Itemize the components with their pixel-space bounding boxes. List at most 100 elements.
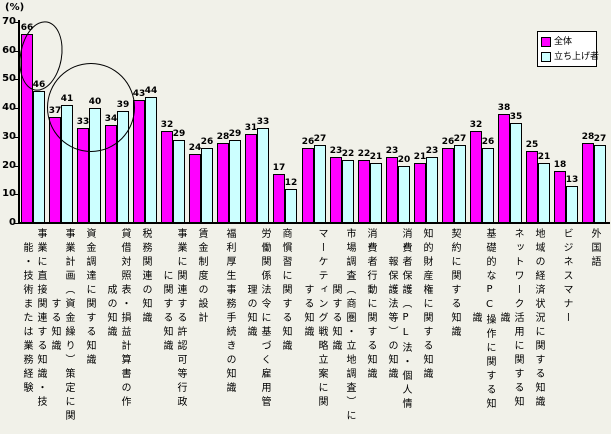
bar-全体-cat13 xyxy=(358,160,370,223)
category-label-9: 労働関係法令に基づく雇用管 理の知識 xyxy=(245,228,270,410)
bar-全体-cat17 xyxy=(470,131,482,223)
category-label-2: 事業計画（資金繰り）策定に関 する知識 xyxy=(49,228,74,424)
y-tick-label-40: 40 xyxy=(2,102,16,114)
bar-全体-cat14 xyxy=(386,157,398,223)
bar-value-label: 21 xyxy=(537,152,551,162)
bar-全体-cat11 xyxy=(302,148,314,223)
bar-value-label: 28 xyxy=(216,132,230,142)
bar-全体-cat1 xyxy=(21,34,33,223)
bar-value-label: 33 xyxy=(76,117,90,127)
bar-value-label: 23 xyxy=(425,146,439,156)
bar-立ち上げ者-cat5 xyxy=(145,97,157,223)
bar-value-label: 37 xyxy=(48,106,62,116)
y-tick-mark xyxy=(14,194,18,196)
bar-立ち上げ者-cat12 xyxy=(342,160,354,223)
bar-全体-cat5 xyxy=(133,100,145,223)
bar-value-label: 40 xyxy=(88,97,102,107)
bar-全体-cat15 xyxy=(414,163,426,223)
bar-立ち上げ者-cat13 xyxy=(370,163,382,223)
bar-立ち上げ者-cat14 xyxy=(398,166,410,223)
bar-value-label: 22 xyxy=(357,149,371,159)
category-label-15: 知的財産権に関する知識 xyxy=(421,228,432,382)
bar-value-label: 39 xyxy=(116,100,130,110)
category-label-18: ネットワーク活用に関する知 識 xyxy=(498,228,523,410)
y-tick-mark xyxy=(14,22,18,24)
category-label-3: 資金調達に関する知識 xyxy=(84,228,95,368)
bar-value-label: 32 xyxy=(160,120,174,130)
bar-全体-cat2 xyxy=(49,117,61,223)
bar-value-label: 20 xyxy=(397,155,411,165)
legend-swatch-zentai xyxy=(541,37,551,48)
y-tick-mark xyxy=(14,136,18,138)
bar-value-label: 21 xyxy=(413,152,427,162)
bar-全体-cat19 xyxy=(526,151,538,223)
bar-立ち上げ者-cat6 xyxy=(173,140,185,223)
bar-立ち上げ者-cat7 xyxy=(201,148,213,223)
bar-value-label: 27 xyxy=(313,134,327,144)
bar-value-label: 46 xyxy=(32,80,46,90)
category-label-6: 事業に関連する許認可等行政 に関する知識 xyxy=(161,228,186,410)
bar-立ち上げ者-cat20 xyxy=(566,186,578,223)
bar-value-label: 35 xyxy=(509,112,523,122)
y-tick-label-30: 30 xyxy=(2,130,16,142)
bar-全体-cat20 xyxy=(554,171,566,223)
bar-全体-cat4 xyxy=(105,125,117,223)
y-tick-mark xyxy=(14,165,18,167)
y-tick-label-50: 50 xyxy=(2,73,16,85)
bar-全体-cat21 xyxy=(582,143,594,223)
bar-全体-cat8 xyxy=(217,143,229,223)
bar-立ち上げ者-cat11 xyxy=(314,145,326,223)
bar-全体-cat18 xyxy=(498,114,510,223)
bar-value-label: 23 xyxy=(385,146,399,156)
bar-立ち上げ者-cat8 xyxy=(229,140,241,223)
y-tick-mark xyxy=(14,79,18,81)
bar-立ち上げ者-cat15 xyxy=(426,157,438,223)
bar-立ち上げ者-cat19 xyxy=(538,163,550,223)
bar-value-label: 34 xyxy=(104,114,118,124)
bar-value-label: 13 xyxy=(565,175,579,185)
bar-立ち上げ者-cat10 xyxy=(285,189,297,223)
bar-全体-cat16 xyxy=(442,148,454,223)
category-label-11: マーケティング戦略立案に関 する知識 xyxy=(302,228,327,410)
bar-value-label: 28 xyxy=(581,132,595,142)
category-label-14: 消費者保護（PL法・個人情 報保護法等）の知識 xyxy=(386,228,411,412)
category-label-19: 地域の経済状況に関する知識 xyxy=(533,228,544,410)
y-tick-label-10: 10 xyxy=(2,188,16,200)
category-label-7: 賃金制度の設計 xyxy=(196,228,207,326)
bar-value-label: 38 xyxy=(497,103,511,113)
category-label-17: 基礎的なPC操作に関する知 識 xyxy=(470,228,495,412)
bar-value-label: 18 xyxy=(553,160,567,170)
bar-立ち上げ者-cat1 xyxy=(33,91,45,223)
bar-value-label: 33 xyxy=(256,117,270,127)
bar-value-label: 41 xyxy=(60,94,74,104)
bar-value-label: 25 xyxy=(525,140,539,150)
bar-立ち上げ者-cat3 xyxy=(89,108,101,223)
bar-value-label: 26 xyxy=(200,137,214,147)
legend-swatch-tachiagesha xyxy=(541,51,551,62)
bar-value-label: 31 xyxy=(244,123,258,133)
category-label-20: ビジネスマナー xyxy=(561,228,572,326)
y-tick-mark xyxy=(14,50,18,52)
bar-全体-cat3 xyxy=(77,128,89,223)
y-tick-label-0: 0 xyxy=(9,217,16,228)
category-label-10: 商慣習に関する知識 xyxy=(280,228,291,354)
bar-value-label: 43 xyxy=(132,89,146,99)
y-axis-line xyxy=(18,20,20,224)
bar-立ち上げ者-cat16 xyxy=(454,145,466,223)
bar-立ち上げ者-cat21 xyxy=(594,145,606,223)
y-tick-mark xyxy=(14,223,18,224)
bar-全体-cat7 xyxy=(189,154,201,223)
bar-立ち上げ者-cat2 xyxy=(61,105,73,223)
bar-value-label: 22 xyxy=(341,149,355,159)
bar-全体-cat9 xyxy=(245,134,257,223)
bar-value-label: 12 xyxy=(284,178,298,188)
category-label-13: 消費者行動に関する知識 xyxy=(365,228,376,382)
bar-value-label: 29 xyxy=(228,129,242,139)
y-tick-mark xyxy=(14,108,18,110)
category-label-21: 外国語 xyxy=(589,228,600,270)
bar-全体-cat10 xyxy=(273,174,285,223)
bar-value-label: 24 xyxy=(188,143,202,153)
y-tick-label-20: 20 xyxy=(2,159,16,171)
x-axis-line xyxy=(18,222,610,224)
bar-value-label: 44 xyxy=(144,86,158,96)
